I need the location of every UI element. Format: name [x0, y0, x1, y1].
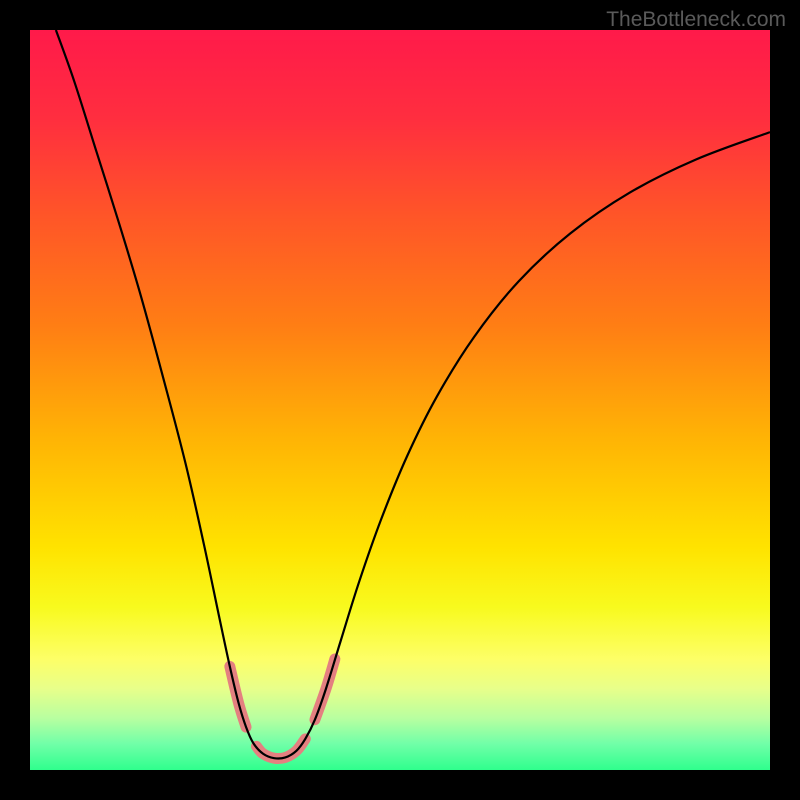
plot-background: [30, 30, 770, 770]
watermark-text: TheBottleneck.com: [606, 8, 786, 32]
chart-svg: [0, 0, 800, 800]
chart-container: TheBottleneck.com: [0, 0, 800, 800]
